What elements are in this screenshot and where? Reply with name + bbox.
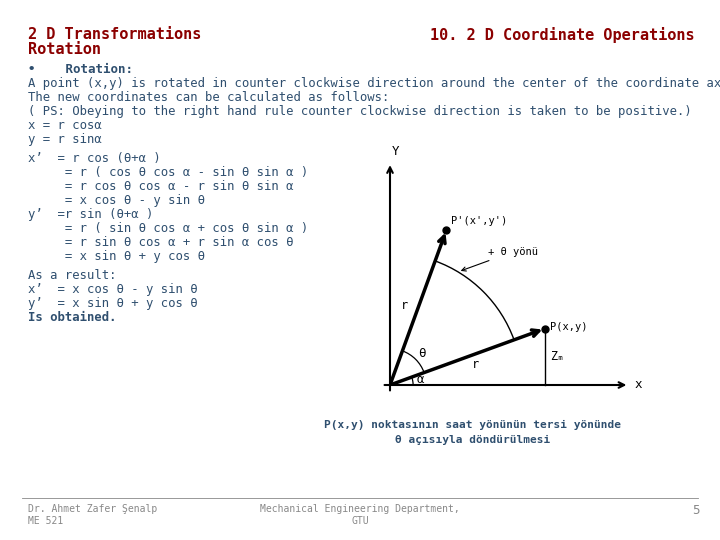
Text: θ açısıyla döndürülmesi: θ açısıyla döndürülmesi xyxy=(395,435,550,445)
Text: + θ yönü: + θ yönü xyxy=(462,247,538,271)
Text: A point (x,y) is rotated in counter clockwise direction around the center of the: A point (x,y) is rotated in counter cloc… xyxy=(28,77,720,90)
Text: The new coordinates can be calculated as follows:: The new coordinates can be calculated as… xyxy=(28,91,390,104)
Text: Mechanical Engineering Department,: Mechanical Engineering Department, xyxy=(260,504,460,514)
Text: y’  = x sin θ + y cos θ: y’ = x sin θ + y cos θ xyxy=(28,297,197,310)
Text: P(x,y) noktasının saat yönünün tersi yönünde: P(x,y) noktasının saat yönünün tersi yön… xyxy=(324,420,621,430)
Text: r: r xyxy=(472,358,479,372)
Text: 5: 5 xyxy=(693,503,700,516)
Text: x: x xyxy=(634,379,642,392)
Text: = r ( sin θ cos α + cos θ sin α ): = r ( sin θ cos α + cos θ sin α ) xyxy=(28,222,308,235)
Text: = r sin θ cos α + r sin α cos θ: = r sin θ cos α + r sin α cos θ xyxy=(28,236,294,249)
Text: ( PS: Obeying to the right hand rule counter clockwise direction is taken to be : ( PS: Obeying to the right hand rule cou… xyxy=(28,105,692,118)
Text: Zₘ: Zₘ xyxy=(550,350,564,363)
Text: 10. 2 D Coordinate Operations: 10. 2 D Coordinate Operations xyxy=(431,27,695,43)
Text: •    Rotation:: • Rotation: xyxy=(28,63,133,76)
Text: = r cos θ cos α - r sin θ sin α: = r cos θ cos α - r sin θ sin α xyxy=(28,180,294,193)
Text: y = r sinα: y = r sinα xyxy=(28,133,102,146)
Text: ME 521: ME 521 xyxy=(28,516,63,526)
Text: = x cos θ - y sin θ: = x cos θ - y sin θ xyxy=(28,194,205,207)
Text: r: r xyxy=(401,299,408,312)
Text: y’  =r sin (θ+α ): y’ =r sin (θ+α ) xyxy=(28,208,153,221)
Text: θ: θ xyxy=(418,347,426,360)
Text: GTU: GTU xyxy=(351,516,369,526)
Text: x’  = x cos θ - y sin θ: x’ = x cos θ - y sin θ xyxy=(28,283,197,296)
Text: Dr. Ahmet Zafer Şenalp: Dr. Ahmet Zafer Şenalp xyxy=(28,504,157,514)
Text: Is obtained.: Is obtained. xyxy=(28,311,117,324)
Text: = x sin θ + y cos θ: = x sin θ + y cos θ xyxy=(28,250,205,263)
Text: x = r cosα: x = r cosα xyxy=(28,119,102,132)
Text: = r ( cos θ cos α - sin θ sin α ): = r ( cos θ cos α - sin θ sin α ) xyxy=(28,166,308,179)
Text: P(x,y): P(x,y) xyxy=(550,321,588,332)
Text: 2 D Transformations: 2 D Transformations xyxy=(28,27,202,42)
Text: Rotation: Rotation xyxy=(28,42,101,57)
Text: P'(x',y'): P'(x',y') xyxy=(451,216,508,226)
Text: As a result:: As a result: xyxy=(28,269,117,282)
Text: x’  = r cos (θ+α ): x’ = r cos (θ+α ) xyxy=(28,152,161,165)
Text: α: α xyxy=(417,373,425,386)
Text: Y: Y xyxy=(392,145,400,158)
